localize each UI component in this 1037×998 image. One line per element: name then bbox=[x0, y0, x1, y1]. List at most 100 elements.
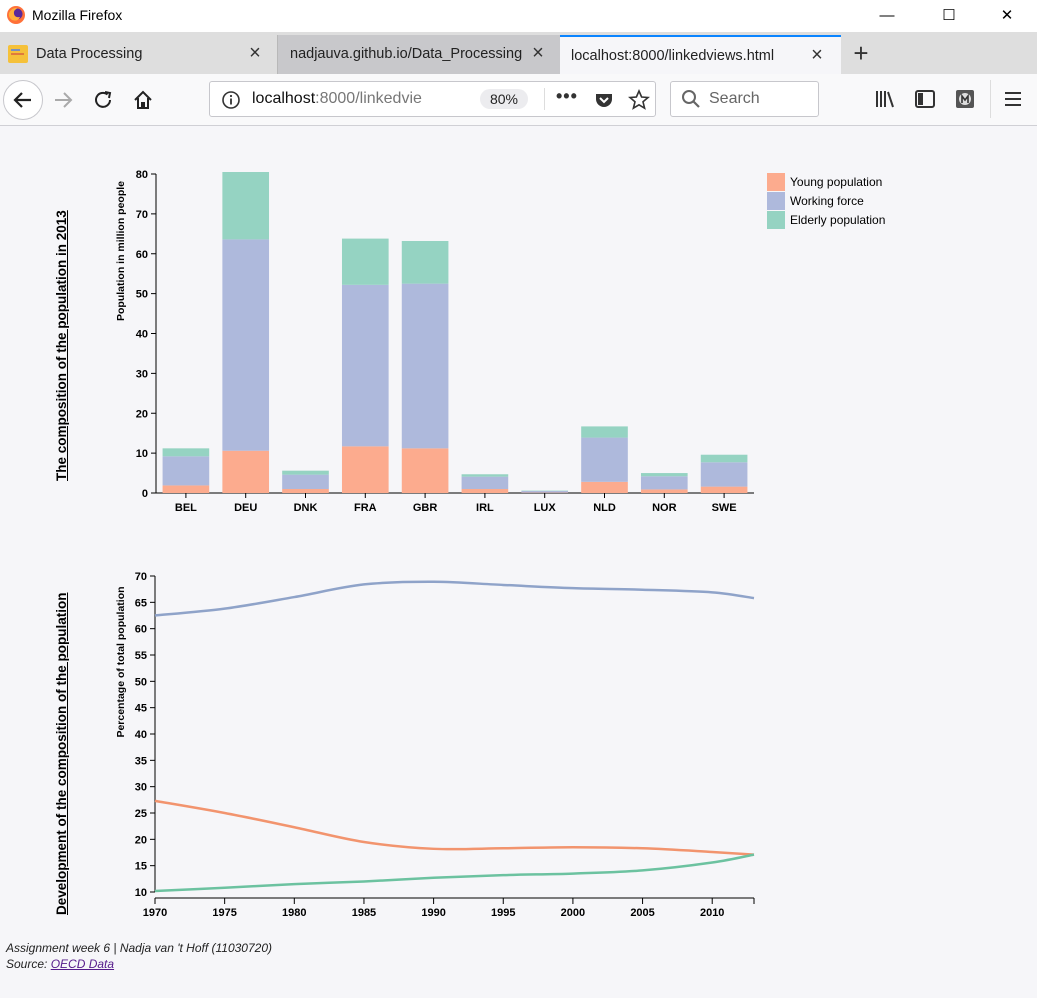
tab-label: localhost:8000/linkedviews.html bbox=[571, 48, 775, 64]
y-tick-label: 60 bbox=[135, 624, 147, 636]
search-input[interactable]: Search bbox=[709, 90, 760, 107]
source-label: Source: bbox=[6, 957, 51, 971]
home-button[interactable] bbox=[130, 88, 156, 112]
window-title-bar: Mozilla Firefox — ☐ ✕ bbox=[0, 0, 1037, 32]
y-tick-label: 50 bbox=[135, 676, 147, 688]
bar-segment bbox=[461, 474, 509, 477]
forward-button[interactable] bbox=[50, 88, 76, 112]
y-tick-label: 65 bbox=[135, 597, 147, 609]
bar-segment bbox=[640, 476, 688, 490]
x-tick-label: NLD bbox=[593, 502, 616, 514]
legend-swatch bbox=[767, 211, 785, 229]
footer-source: Source: OECD Data bbox=[6, 957, 114, 971]
hamburger-menu-icon[interactable] bbox=[1002, 88, 1024, 110]
url-text[interactable]: localhost:8000/linkedvie bbox=[252, 90, 422, 107]
bar-segment bbox=[581, 426, 628, 438]
reload-button[interactable] bbox=[90, 88, 116, 112]
y-tick-label: 45 bbox=[135, 703, 147, 715]
x-tick-label: IRL bbox=[476, 502, 494, 514]
bar-segment bbox=[282, 470, 329, 475]
bar-chart-title: The composition of the population in 201… bbox=[54, 210, 69, 481]
close-tab-icon[interactable]: × bbox=[811, 44, 823, 66]
x-tick-label: NOR bbox=[652, 502, 677, 514]
firefox-logo-icon bbox=[7, 6, 25, 24]
tab-label: nadjauva.github.io/Data_Processing bbox=[290, 46, 522, 62]
site-favicon-icon bbox=[8, 45, 28, 63]
bar-segment bbox=[581, 481, 628, 493]
x-tick-label: 1990 bbox=[421, 907, 445, 919]
zoom-level-badge[interactable]: 80% bbox=[480, 89, 528, 109]
y-tick-label: 15 bbox=[135, 861, 147, 873]
y-tick-label: 25 bbox=[135, 808, 147, 820]
info-icon[interactable] bbox=[221, 90, 241, 110]
x-tick-label: DEU bbox=[234, 502, 257, 514]
y-tick-label: 35 bbox=[135, 755, 147, 767]
y-tick-label: 30 bbox=[135, 782, 147, 794]
bar-segment bbox=[640, 489, 688, 493]
address-bar[interactable]: localhost:8000/linkedvie 80% ••• bbox=[209, 81, 656, 117]
bookmark-star-icon[interactable] bbox=[628, 89, 650, 111]
new-tab-button[interactable]: + bbox=[853, 38, 869, 68]
forward-arrow-icon bbox=[55, 92, 73, 108]
close-tab-icon[interactable]: × bbox=[532, 42, 544, 64]
y-axis-label: Population in million people bbox=[115, 181, 127, 321]
x-tick-label: 1970 bbox=[143, 907, 167, 919]
tab-label: Data Processing bbox=[36, 46, 143, 62]
bar-segment bbox=[401, 240, 449, 284]
x-tick-label: SWE bbox=[712, 502, 737, 514]
bar-segment bbox=[162, 448, 210, 457]
maximize-button[interactable]: ☐ bbox=[942, 7, 956, 24]
x-tick-label: 1995 bbox=[491, 907, 515, 919]
bar-segment bbox=[282, 474, 329, 490]
bar-segment bbox=[461, 476, 509, 490]
minimize-button[interactable]: — bbox=[879, 6, 895, 24]
footer-assignment: Assignment week 6 | Nadja van 't Hoff (1… bbox=[6, 941, 272, 955]
legend-label: Young population bbox=[790, 175, 882, 189]
extension-icon[interactable] bbox=[954, 88, 976, 110]
close-tab-icon[interactable]: × bbox=[249, 42, 261, 64]
x-tick-label: LUX bbox=[534, 502, 557, 514]
bar-segment bbox=[222, 172, 270, 240]
x-tick-label: 1975 bbox=[212, 907, 236, 919]
bar-segment bbox=[401, 283, 449, 449]
x-tick-label: BEL bbox=[175, 502, 197, 514]
search-bar[interactable]: Search bbox=[670, 81, 819, 117]
y-axis-label: Percentage of total population bbox=[115, 586, 127, 737]
bar-segment bbox=[700, 462, 748, 487]
bar-segment bbox=[700, 454, 748, 463]
x-tick-label: 1985 bbox=[352, 907, 376, 919]
y-tick-label: 80 bbox=[136, 169, 148, 181]
bar-segment bbox=[162, 456, 210, 486]
home-icon bbox=[134, 90, 152, 109]
tab-linkedviews[interactable]: localhost:8000/linkedviews.html × bbox=[560, 35, 841, 74]
bar-segment bbox=[162, 485, 210, 493]
y-tick-label: 60 bbox=[136, 249, 148, 261]
y-tick-label: 50 bbox=[136, 289, 148, 301]
library-icon[interactable] bbox=[874, 88, 896, 110]
legend-label: Elderly population bbox=[790, 213, 885, 227]
url-divider bbox=[544, 88, 545, 110]
x-tick-label: 1980 bbox=[282, 907, 306, 919]
y-tick-label: 10 bbox=[136, 448, 148, 460]
sidebar-toggle-icon[interactable] bbox=[914, 88, 936, 110]
tab-github[interactable]: nadjauva.github.io/Data_Processing × bbox=[277, 35, 560, 74]
bar-segment bbox=[401, 448, 449, 493]
toolbar-divider bbox=[990, 80, 991, 118]
bar-segment bbox=[640, 473, 688, 477]
pocket-icon[interactable] bbox=[594, 90, 614, 110]
legend-swatch bbox=[767, 192, 785, 210]
page-actions-menu-icon[interactable]: ••• bbox=[556, 86, 578, 106]
bar-segment bbox=[341, 284, 389, 447]
x-tick-label: 2010 bbox=[700, 907, 724, 919]
source-link[interactable]: OECD Data bbox=[50, 957, 115, 971]
y-tick-label: 30 bbox=[136, 368, 148, 380]
bar-segment bbox=[581, 437, 628, 482]
bar-segment bbox=[222, 450, 270, 493]
tab-data-processing[interactable]: Data Processing × bbox=[0, 35, 277, 74]
y-tick-label: 10 bbox=[135, 887, 147, 899]
back-button[interactable] bbox=[3, 80, 43, 120]
reload-icon bbox=[95, 91, 112, 108]
close-window-button[interactable]: ✕ bbox=[1000, 7, 1014, 24]
x-tick-label: GBR bbox=[413, 502, 438, 514]
bar-segment bbox=[282, 489, 329, 493]
